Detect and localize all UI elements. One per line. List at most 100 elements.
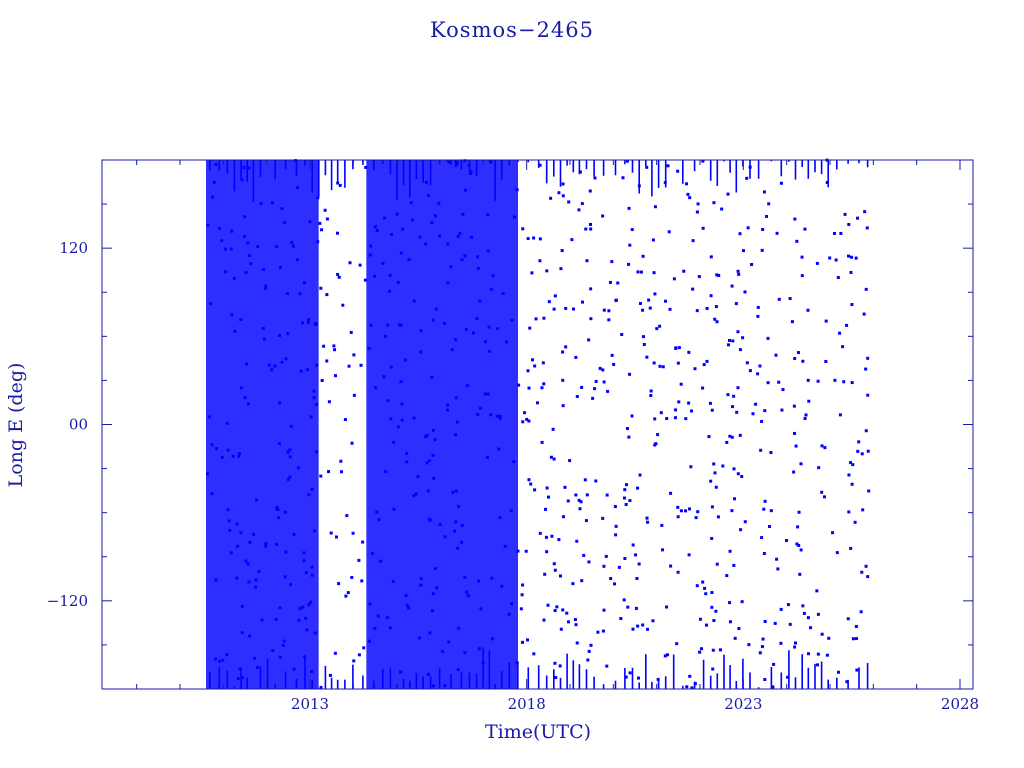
series-point	[520, 640, 524, 644]
series-point	[737, 272, 741, 276]
series-point	[407, 606, 411, 610]
series-point	[581, 300, 585, 304]
series-point	[242, 166, 246, 170]
series-point	[273, 364, 277, 368]
series-point	[638, 473, 642, 477]
series-point	[567, 620, 571, 624]
series-point	[602, 380, 606, 384]
series-point	[385, 616, 389, 620]
series-point	[213, 657, 217, 661]
series-point	[637, 676, 641, 680]
series-point	[463, 651, 467, 655]
series-point	[682, 269, 686, 273]
series-point	[740, 600, 744, 604]
series-point	[443, 535, 447, 539]
series-point	[831, 531, 835, 535]
series-point	[435, 586, 439, 590]
series-point	[446, 281, 450, 285]
series-point	[405, 603, 409, 607]
series-point	[337, 275, 341, 279]
series-point	[771, 685, 775, 689]
series-point	[278, 606, 282, 610]
series-point	[296, 185, 300, 189]
series-point	[732, 563, 736, 567]
series-point	[575, 641, 579, 645]
series-point	[589, 317, 593, 321]
series-point	[214, 163, 218, 167]
series-point	[725, 440, 729, 444]
series-point	[533, 488, 537, 492]
series-point	[344, 594, 348, 598]
series-point	[464, 188, 468, 192]
series-point	[740, 474, 744, 478]
series-point	[774, 353, 778, 357]
series-point	[347, 364, 351, 368]
series-point	[709, 479, 713, 483]
series-point	[665, 417, 669, 421]
series-point	[359, 363, 363, 367]
series-point	[312, 529, 316, 533]
series-point	[430, 375, 434, 379]
series-point	[425, 433, 429, 437]
series-point	[231, 454, 235, 458]
series-point	[561, 194, 565, 198]
series-point	[653, 292, 657, 296]
series-point	[454, 520, 458, 524]
series-point	[449, 265, 453, 269]
series-point	[856, 449, 860, 453]
series-point	[677, 400, 681, 404]
series-point	[726, 192, 730, 196]
series-point	[864, 564, 868, 568]
series-point	[310, 669, 314, 673]
series-point	[428, 631, 432, 635]
series-point	[725, 574, 729, 578]
series-point	[866, 393, 870, 397]
series-point	[341, 303, 345, 307]
series-point	[352, 353, 356, 357]
series-point	[431, 684, 435, 688]
series-point	[370, 551, 374, 555]
series-point	[509, 509, 513, 513]
series-point	[772, 662, 776, 666]
series-point	[307, 493, 311, 497]
series-point	[697, 275, 701, 279]
series-point	[750, 262, 754, 266]
series-point	[645, 516, 649, 520]
series-point	[736, 330, 740, 334]
series-point	[575, 539, 579, 543]
series-point	[498, 414, 502, 418]
series-point	[226, 448, 230, 452]
series-point	[463, 159, 467, 163]
series-point	[456, 668, 460, 672]
series-point	[209, 302, 213, 306]
series-point	[707, 435, 711, 439]
series-point	[305, 628, 309, 632]
series-point	[278, 655, 282, 659]
series-point	[405, 460, 409, 464]
series-point	[337, 582, 341, 586]
series-point	[399, 251, 403, 255]
series-point	[243, 215, 247, 219]
series-point	[520, 593, 524, 597]
series-point	[515, 661, 519, 665]
series-point	[486, 213, 490, 217]
series-point	[786, 675, 790, 679]
series-point	[379, 559, 383, 563]
series-point	[636, 486, 640, 490]
series-point	[761, 227, 765, 231]
series-point	[515, 188, 519, 192]
series-point	[582, 553, 586, 557]
series-point	[547, 300, 551, 304]
series-point	[859, 610, 863, 614]
series-point	[469, 235, 473, 239]
series-point	[587, 649, 591, 653]
series-point	[412, 494, 416, 498]
series-point	[756, 305, 760, 309]
series-point	[304, 616, 308, 620]
series-point	[525, 417, 529, 421]
series-point	[456, 546, 460, 550]
series-point	[728, 549, 732, 553]
series-point	[797, 510, 801, 514]
series-point	[352, 393, 356, 397]
